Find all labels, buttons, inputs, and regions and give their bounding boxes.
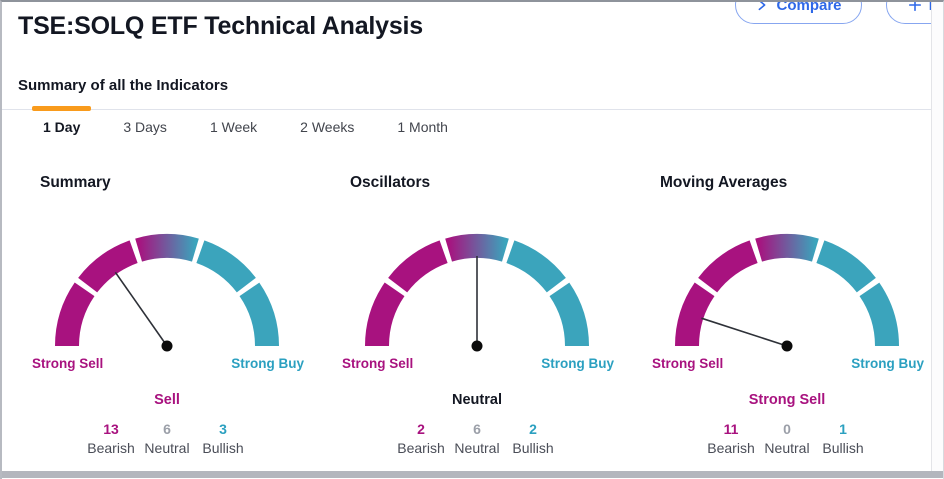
bullish-count-group: 2 Bullish: [505, 421, 561, 456]
bearish-label: Bearish: [397, 440, 445, 456]
bearish-count-group: 2 Bearish: [393, 421, 449, 456]
tab-2-weeks[interactable]: 2 Weeks: [289, 110, 365, 147]
page-content: TSE:SOLQ ETF Technical Analysis Compare …: [2, 2, 943, 456]
indicator-counts: 2 Bearish 6 Neutral 2 Bullish: [322, 421, 632, 456]
window-bottom-edge: [2, 471, 943, 478]
interval-tabbar: 1 Day 3 Days 1 Week 2 Weeks 1 Month: [2, 106, 943, 147]
verdict-text: Sell: [154, 392, 180, 408]
oscillators-gauge: [365, 234, 589, 352]
compare-button-label: Compare: [776, 0, 842, 14]
strong-buy-label: Strong Buy: [231, 356, 304, 371]
neutral-count: 0: [783, 421, 791, 437]
strong-buy-label: Strong Buy: [851, 356, 924, 371]
scrollbar-gutter: [931, 2, 943, 471]
neutral-count: 6: [163, 421, 171, 437]
plus-icon: [908, 2, 922, 12]
summary-gauge: [55, 234, 279, 352]
bullish-count: 3: [219, 421, 227, 437]
neutral-count-group: 6 Neutral: [449, 421, 505, 456]
neutral-count-group: 0 Neutral: [759, 421, 815, 456]
section-heading: Summary of all the Indicators: [18, 77, 229, 94]
tab-3-days[interactable]: 3 Days: [112, 110, 178, 147]
strong-sell-label: Strong Sell: [652, 356, 724, 371]
tab-label: 1 Week: [209, 119, 258, 135]
bearish-count-group: 11 Bearish: [703, 421, 759, 456]
neutral-count: 6: [473, 421, 481, 437]
gauge-scale-labels: Strong Sell Strong Buy: [322, 356, 632, 371]
bearish-count-group: 13 Bearish: [83, 421, 139, 456]
neutral-label: Neutral: [764, 440, 810, 456]
bullish-count-group: 1 Bullish: [815, 421, 871, 456]
compare-button[interactable]: Compare: [735, 0, 862, 24]
indicator-counts: 11 Bearish 0 Neutral 1 Bullish: [632, 421, 942, 456]
active-tab-indicator: [32, 106, 92, 111]
bearish-count: 2: [417, 421, 425, 437]
tab-label: 2 Weeks: [300, 119, 355, 135]
moving-averages-gauge-panel: Moving Averages Strong Sell Strong Buy S…: [632, 147, 942, 456]
gauge-title: Summary: [40, 174, 111, 191]
page-title: TSE:SOLQ ETF Technical Analysis: [18, 12, 424, 40]
tab-label: 1 Month: [397, 119, 448, 135]
gauges-row: Summary Strong Sell Strong Buy Sell 13 B…: [12, 147, 943, 456]
bearish-count: 13: [103, 421, 119, 437]
gauge-title: Oscillators: [350, 174, 431, 191]
gauge-scale-labels: Strong Sell Strong Buy: [12, 356, 322, 371]
oscillators-gauge-panel: Oscillators Strong Sell Strong Buy Neutr…: [322, 147, 632, 456]
bullish-count-group: 3 Bullish: [195, 421, 251, 456]
gauge-title: Moving Averages: [660, 174, 788, 191]
summary-gauge-panel: Summary Strong Sell Strong Buy Sell 13 B…: [12, 147, 322, 456]
tab-label: 3 Days: [123, 119, 167, 135]
tab-1-day[interactable]: 1 Day: [32, 106, 92, 147]
moving-averages-gauge: [675, 234, 899, 352]
bullish-label: Bullish: [202, 440, 244, 456]
tab-label: 1 Day: [43, 119, 81, 135]
neutral-label: Neutral: [144, 440, 190, 456]
tab-1-month[interactable]: 1 Month: [386, 110, 459, 147]
bearish-count: 11: [723, 421, 739, 437]
indicator-counts: 13 Bearish 6 Neutral 3 Bullish: [12, 421, 322, 456]
strong-buy-label: Strong Buy: [541, 356, 614, 371]
bullish-label: Bullish: [512, 440, 554, 456]
neutral-label: Neutral: [454, 440, 500, 456]
neutral-count-group: 6 Neutral: [139, 421, 195, 456]
bullish-label: Bullish: [822, 440, 864, 456]
strong-sell-label: Strong Sell: [342, 356, 414, 371]
compare-icon: [755, 2, 769, 12]
bullish-count: 1: [839, 421, 847, 437]
verdict-text: Strong Sell: [748, 392, 826, 408]
bearish-label: Bearish: [707, 440, 755, 456]
gauge-scale-labels: Strong Sell Strong Buy: [632, 356, 942, 371]
strong-sell-label: Strong Sell: [32, 356, 104, 371]
tab-1-week[interactable]: 1 Week: [199, 110, 268, 147]
bearish-label: Bearish: [87, 440, 135, 456]
bullish-count: 2: [529, 421, 537, 437]
verdict-text: Neutral: [452, 392, 502, 408]
